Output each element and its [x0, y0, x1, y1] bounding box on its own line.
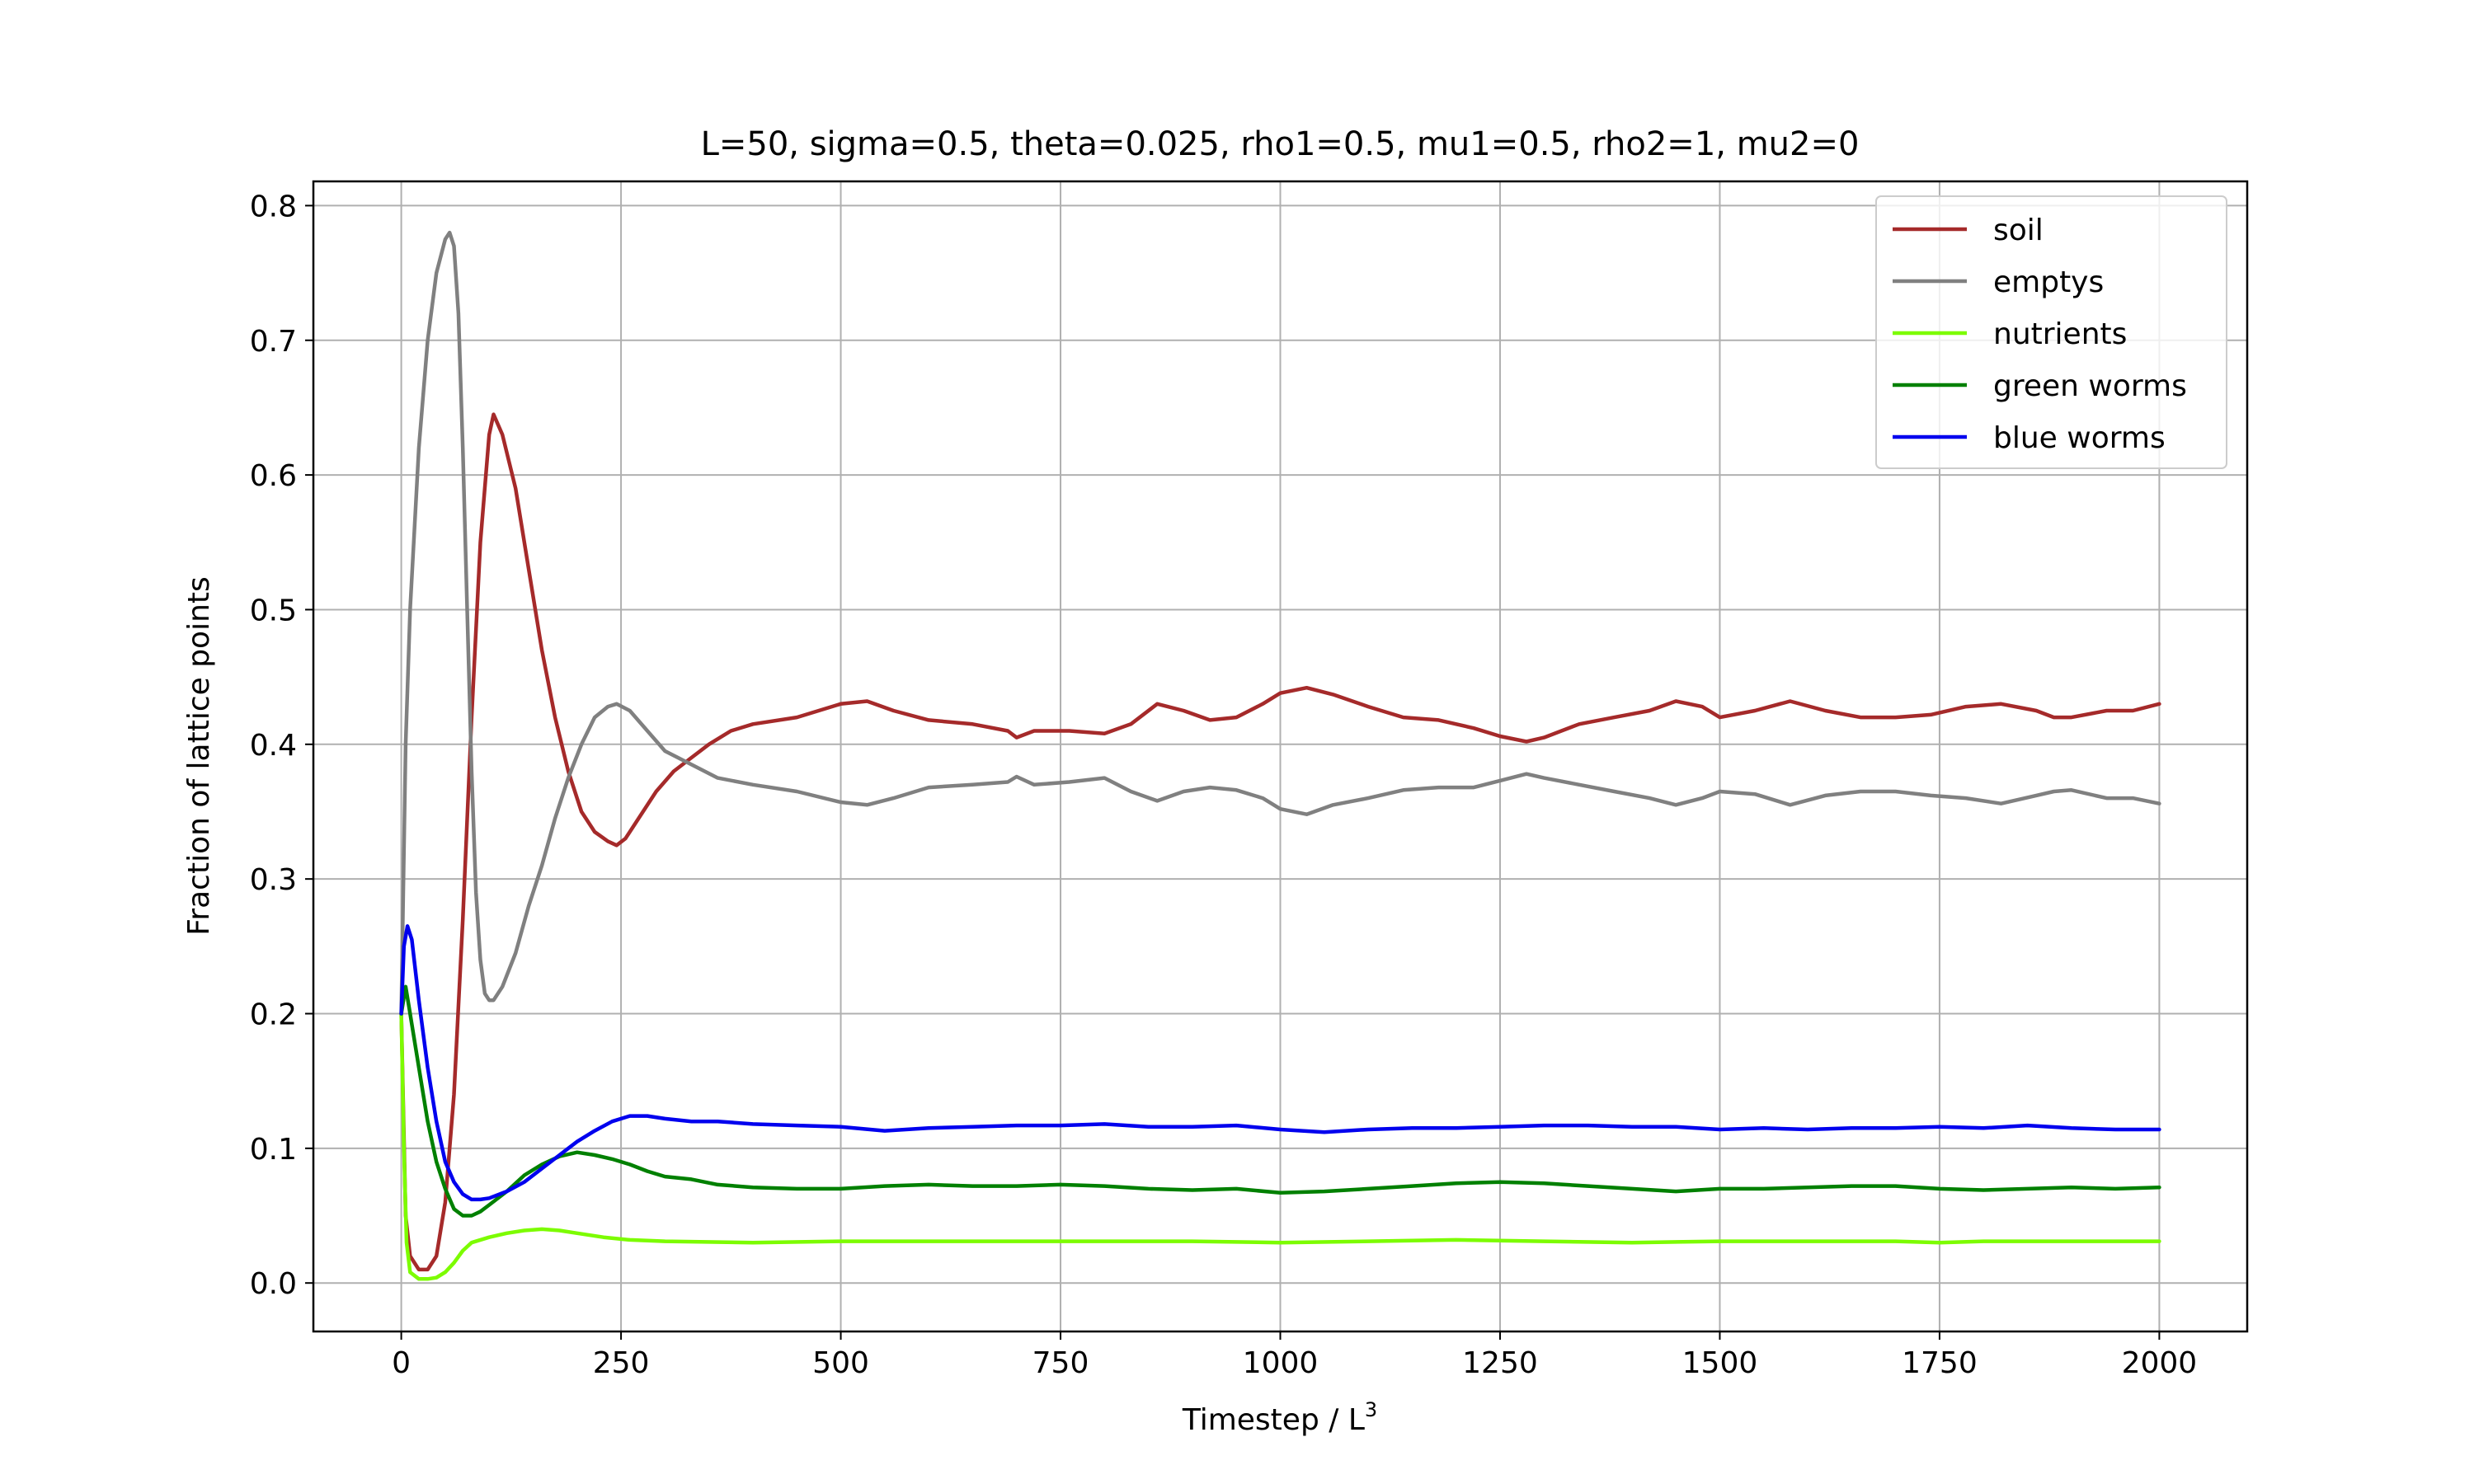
y-tick-label: 0.7 — [250, 325, 297, 359]
legend-label: soil — [1993, 214, 2044, 247]
series-line-soil — [399, 412, 2161, 1272]
legend: soil emptys nutrients green worms blue worms — [1875, 195, 2227, 469]
legend-label: emptys — [1993, 265, 2104, 299]
x-tick-label: 1000 — [1243, 1346, 1319, 1380]
x-tick-label: 1250 — [1462, 1346, 1538, 1380]
x-tick-label: 1750 — [1902, 1346, 1978, 1380]
x-tick-label: 250 — [593, 1346, 650, 1380]
y-tick-label: 0.5 — [250, 594, 297, 627]
legend-label: blue worms — [1993, 421, 2166, 455]
y-tick-label: 0.1 — [250, 1133, 297, 1167]
y-axis-ticks: 0.0 0.1 0.2 0.3 0.4 0.5 0.6 0.7 0.8 — [250, 190, 313, 1301]
legend-box — [1875, 195, 2227, 469]
x-tick-label: 2000 — [2122, 1346, 2198, 1380]
x-axis-label-text: Timestep / L — [1182, 1403, 1365, 1437]
x-tick-label: 500 — [812, 1346, 869, 1380]
legend-label: nutrients — [1993, 317, 2127, 351]
series-line-emptys — [399, 230, 2161, 1016]
y-tick-label: 0.0 — [250, 1267, 297, 1301]
y-tick-label: 0.8 — [250, 190, 297, 223]
y-tick-label: 0.3 — [250, 863, 297, 897]
series-line-nutrients — [399, 1012, 2161, 1281]
series-line-green-worms — [399, 984, 2161, 1218]
legend-label: green worms — [1993, 369, 2187, 403]
x-tick-label: 1500 — [1682, 1346, 1758, 1380]
y-axis-label: Fraction of lattice points — [182, 576, 216, 936]
y-tick-label: 0.4 — [250, 729, 297, 763]
series-layer — [399, 230, 2161, 1281]
y-tick-label: 0.2 — [250, 998, 297, 1031]
chart-title: L=50, sigma=0.5, theta=0.025, rho1=0.5, … — [701, 125, 1860, 163]
x-axis-ticks: 0 250 500 750 1000 1250 1500 1750 2000 — [392, 1331, 2197, 1380]
x-tick-label: 750 — [1032, 1346, 1089, 1380]
x-axis-label: Timestep / L3 — [1182, 1398, 1377, 1437]
x-axis-label-superscript: 3 — [1365, 1398, 1377, 1421]
y-tick-label: 0.6 — [250, 459, 297, 493]
x-tick-label: 0 — [392, 1346, 411, 1380]
series-line-blue-worms — [399, 924, 2161, 1202]
